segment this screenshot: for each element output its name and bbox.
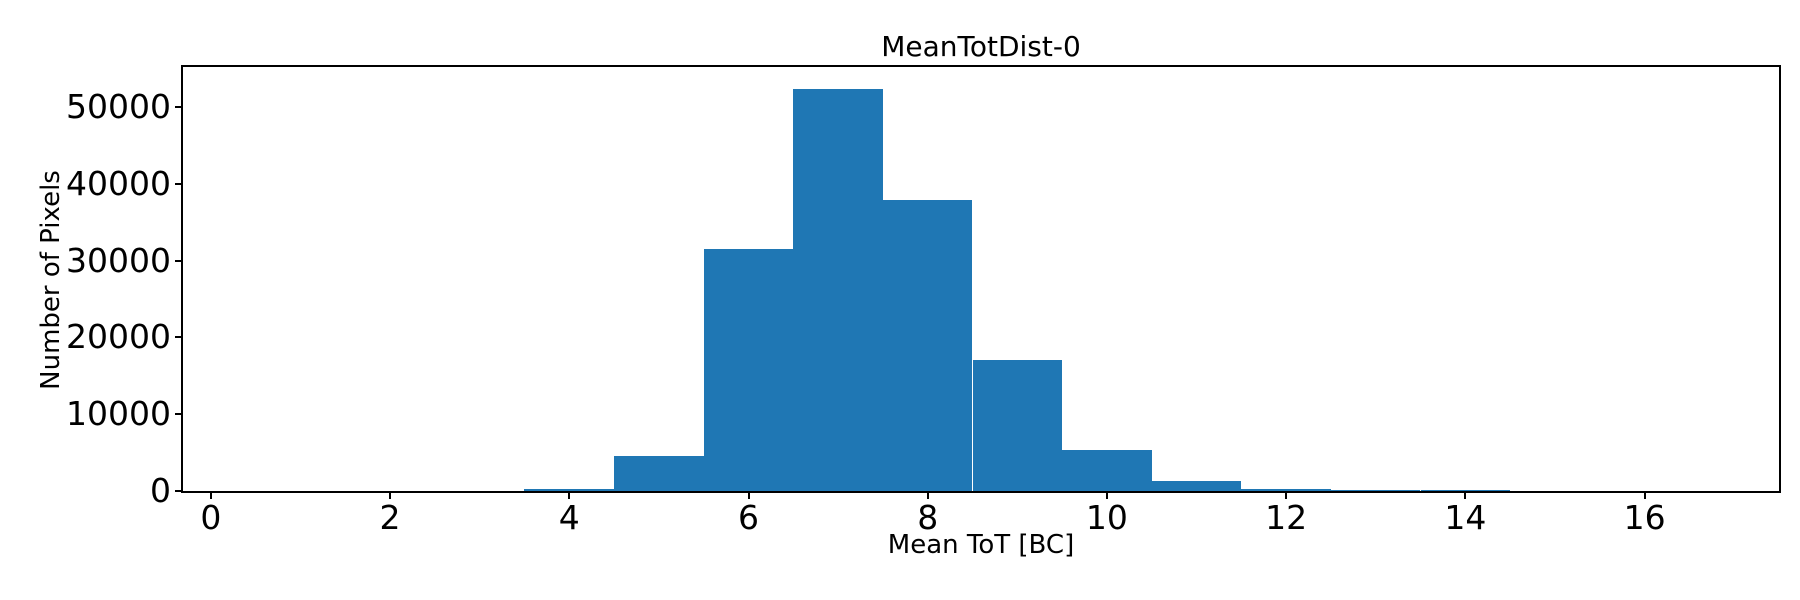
y-tick-mark [175, 105, 183, 108]
y-tick-label: 50000 [66, 86, 171, 126]
plot-area: 0 2 4 6 8 10 12 14 16 0 10000 20000 30000 40000 50000 [66, 65, 1781, 536]
chart-title: MeanTotDist-0 [881, 30, 1081, 63]
y-tick-mark [175, 259, 183, 262]
histogram-bar [1420, 490, 1511, 491]
x-tick-label: 0 [200, 498, 222, 537]
x-tick-mark [926, 491, 929, 499]
y-tick-mark [175, 182, 183, 185]
y-tick-label: 30000 [66, 240, 171, 280]
y-tick-label: 10000 [66, 394, 171, 434]
y-tick-label: 0 [150, 471, 171, 510]
x-tick-label: 14 [1444, 498, 1487, 537]
x-tick-mark [1643, 491, 1646, 499]
histogram-bar [614, 456, 704, 491]
x-axis-label: Mean ToT [BC] [887, 530, 1075, 560]
x-tick-label: 2 [379, 498, 401, 537]
histogram-bar [1241, 488, 1331, 491]
x-tick-label: 4 [558, 498, 580, 537]
histogram-bar [793, 88, 883, 491]
x-tick-label: 12 [1265, 498, 1308, 537]
x-tick-label: 16 [1623, 498, 1666, 537]
x-tick-mark [209, 491, 212, 499]
histogram-bar [882, 199, 973, 491]
histogram-bar [1062, 450, 1152, 491]
y-tick-label: 40000 [66, 163, 171, 203]
histogram-bar [524, 489, 614, 491]
x-tick-mark [568, 491, 571, 499]
x-tick-label: 6 [738, 498, 759, 537]
x-tick-mark [1464, 491, 1467, 499]
y-tick-mark [175, 490, 183, 492]
x-tick-mark [1285, 491, 1288, 499]
x-tick-mark [389, 491, 391, 499]
histogram-bar [972, 360, 1063, 491]
x-tick-label: 10 [1085, 498, 1128, 537]
histogram-bar [1330, 490, 1421, 491]
y-tick-mark [175, 336, 183, 339]
x-tick-mark [1105, 491, 1108, 499]
x-tick-mark [747, 491, 750, 499]
y-tick-label: 20000 [66, 317, 171, 357]
histogram-bar [703, 249, 794, 491]
y-tick-mark [175, 413, 183, 416]
histogram-bar [1151, 480, 1242, 491]
x-tick-label: 8 [917, 498, 939, 537]
